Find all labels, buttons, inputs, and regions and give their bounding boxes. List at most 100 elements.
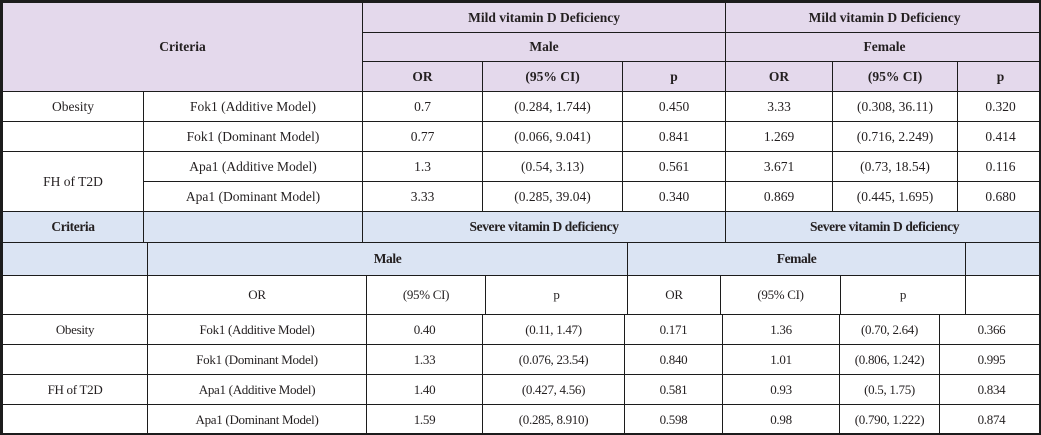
criteria-cell bbox=[2, 344, 148, 375]
group-header-mild-male: Mild vitamin D Deficiency bbox=[362, 2, 727, 33]
table-cell: 0.450 bbox=[622, 91, 727, 122]
table-cell: 1.36 bbox=[722, 314, 840, 345]
model-cell: Apa1 (Additive Model) bbox=[142, 151, 364, 182]
model-cell: Apa1 (Dominant Model) bbox=[142, 181, 364, 212]
table-cell: 3.33 bbox=[725, 91, 834, 122]
table-cell: 1.59 bbox=[366, 404, 483, 433]
table-cell: 1.01 bbox=[722, 344, 840, 375]
column-header-p-female-severe: p bbox=[840, 275, 967, 315]
group-header-mild-female: Mild vitamin D Deficiency bbox=[725, 2, 1039, 33]
table-row: Apa1 (Dominant Model) 3.33 (0.285, 39.04… bbox=[3, 181, 1039, 212]
model-cell: Fok1 (Dominant Model) bbox=[147, 344, 367, 375]
table-row: Fok1 (Dominant Model) 0.77 (0.066, 9.041… bbox=[2, 121, 1039, 152]
column-header-p-male-severe: p bbox=[484, 275, 629, 315]
table-row: Obesity Fok1 (Additive Model) 0.40 (0.11… bbox=[2, 314, 1039, 345]
empty-cell bbox=[965, 275, 1039, 315]
model-cell: Apa1 (Additive Model) bbox=[147, 374, 367, 405]
criteria-column-header-severe: Criteria bbox=[2, 211, 144, 243]
severe-deficiency-header-table: Male Female OR (95% CI) p OR (95% CI) p bbox=[2, 242, 1039, 315]
table-row: FH of T2D Apa1 (Additive Model) 1.3 (0.5… bbox=[2, 151, 1039, 212]
table-cell: 0.171 bbox=[624, 314, 723, 345]
table-cell: (0.11, 1.47) bbox=[482, 314, 625, 345]
table-cell: 0.874 bbox=[939, 404, 1039, 433]
table-cell: 0.366 bbox=[939, 314, 1039, 345]
table-row: Apa1 (Dominant Model) 1.59 (0.285, 8.910… bbox=[2, 404, 1039, 433]
table-cell: 0.680 bbox=[957, 181, 1039, 212]
table-cell: (0.806, 1.242) bbox=[839, 344, 940, 375]
table-cell: (0.285, 39.04) bbox=[482, 181, 624, 212]
table-cell: 0.93 bbox=[722, 374, 840, 405]
table-cell: (0.066, 9.041) bbox=[482, 121, 624, 152]
empty-cell bbox=[2, 275, 148, 315]
table-row: Fok1 (Dominant Model) 1.33 (0.076, 23.54… bbox=[2, 344, 1039, 375]
column-header-p-male: p bbox=[622, 61, 727, 92]
table-cell: 0.98 bbox=[722, 404, 840, 433]
table-cell: 0.840 bbox=[624, 344, 723, 375]
table-row: FH of T2D Apa1 (Additive Model) 1.40 (0.… bbox=[2, 374, 1039, 405]
column-header-ci-male: (95% CI) bbox=[482, 61, 624, 92]
table-cell: (0.716, 2.249) bbox=[832, 121, 959, 152]
table-cell: (0.427, 4.56) bbox=[482, 374, 625, 405]
table-cell: (0.445, 1.695) bbox=[832, 181, 959, 212]
mild-deficiency-table: Criteria Mild vitamin D Deficiency Mild … bbox=[2, 2, 1039, 243]
table-cell: 0.7 bbox=[362, 91, 484, 122]
empty-cell bbox=[965, 242, 1039, 276]
table-cell: 3.33 bbox=[362, 181, 484, 212]
table-cell: 3.671 bbox=[725, 151, 834, 182]
table-cell: 0.414 bbox=[957, 121, 1039, 152]
table-cell: (0.73, 18.54) bbox=[832, 151, 959, 182]
model-cell: Fok1 (Additive Model) bbox=[142, 91, 364, 122]
column-header-or-male: OR bbox=[362, 61, 484, 92]
group-header-severe-female: Severe vitamin D deficiency bbox=[725, 211, 1039, 243]
model-cell: Fok1 (Additive Model) bbox=[147, 314, 367, 345]
table-cell: 0.340 bbox=[622, 181, 727, 212]
criteria-cell: FH of T2D bbox=[2, 151, 144, 212]
model-cell: Apa1 (Dominant Model) bbox=[147, 404, 367, 433]
column-header-or-male-severe: OR bbox=[147, 275, 367, 315]
table-cell: (0.70, 2.64) bbox=[839, 314, 940, 345]
table-cell: (0.284, 1.744) bbox=[482, 91, 624, 122]
table-cell: 1.33 bbox=[366, 344, 483, 375]
table-cell: (0.54, 3.13) bbox=[482, 151, 624, 182]
table-cell: 0.841 bbox=[622, 121, 727, 152]
table-cell: (0.285, 8.910) bbox=[482, 404, 625, 433]
table-cell: 1.3 bbox=[362, 151, 484, 182]
table-cell: 0.598 bbox=[624, 404, 723, 433]
column-header-ci-female: (95% CI) bbox=[832, 61, 959, 92]
column-header-p-female: p bbox=[957, 61, 1039, 92]
table-cell: 0.995 bbox=[939, 344, 1039, 375]
table-cell: 0.834 bbox=[939, 374, 1039, 405]
criteria-column-header: Criteria bbox=[2, 2, 364, 92]
criteria-cell: FH of T2D bbox=[2, 374, 148, 405]
column-header-or-female: OR bbox=[725, 61, 834, 92]
column-header-ci-female-severe: (95% CI) bbox=[720, 275, 842, 315]
criteria-cell bbox=[2, 121, 144, 152]
table-cell: (0.5, 1.75) bbox=[839, 374, 940, 405]
table-cell: 0.869 bbox=[725, 181, 834, 212]
female-subheader: Female bbox=[725, 32, 1039, 62]
criteria-cell: Obesity bbox=[2, 91, 144, 122]
table-cell: 0.40 bbox=[366, 314, 483, 345]
table-cell: 1.269 bbox=[725, 121, 834, 152]
table-cell: 1.40 bbox=[366, 374, 483, 405]
table-cell: 0.320 bbox=[957, 91, 1039, 122]
table-cell: 0.116 bbox=[957, 151, 1039, 182]
criteria-cell bbox=[2, 404, 148, 433]
table-cell: 0.561 bbox=[622, 151, 727, 182]
table-cell: 0.77 bbox=[362, 121, 484, 152]
empty-cell bbox=[2, 242, 148, 276]
column-header-ci-male-severe: (95% CI) bbox=[366, 275, 486, 315]
male-subheader: Male bbox=[362, 32, 727, 62]
table-cell: (0.790, 1.222) bbox=[839, 404, 940, 433]
male-subheader-severe: Male bbox=[146, 242, 629, 276]
column-header-or-female-severe: OR bbox=[627, 275, 722, 315]
severe-deficiency-data-table: Obesity Fok1 (Additive Model) 0.40 (0.11… bbox=[2, 314, 1039, 433]
model-cell: Fok1 (Dominant Model) bbox=[142, 121, 364, 152]
table-row: Obesity Fok1 (Additive Model) 0.7 (0.284… bbox=[2, 91, 1039, 122]
empty-cell bbox=[142, 211, 364, 243]
group-header-severe-male: Severe vitamin D deficiency bbox=[362, 211, 727, 243]
criteria-cell: Obesity bbox=[2, 314, 148, 345]
female-subheader-severe: Female bbox=[627, 242, 967, 276]
table-cell: (0.076, 23.54) bbox=[482, 344, 625, 375]
